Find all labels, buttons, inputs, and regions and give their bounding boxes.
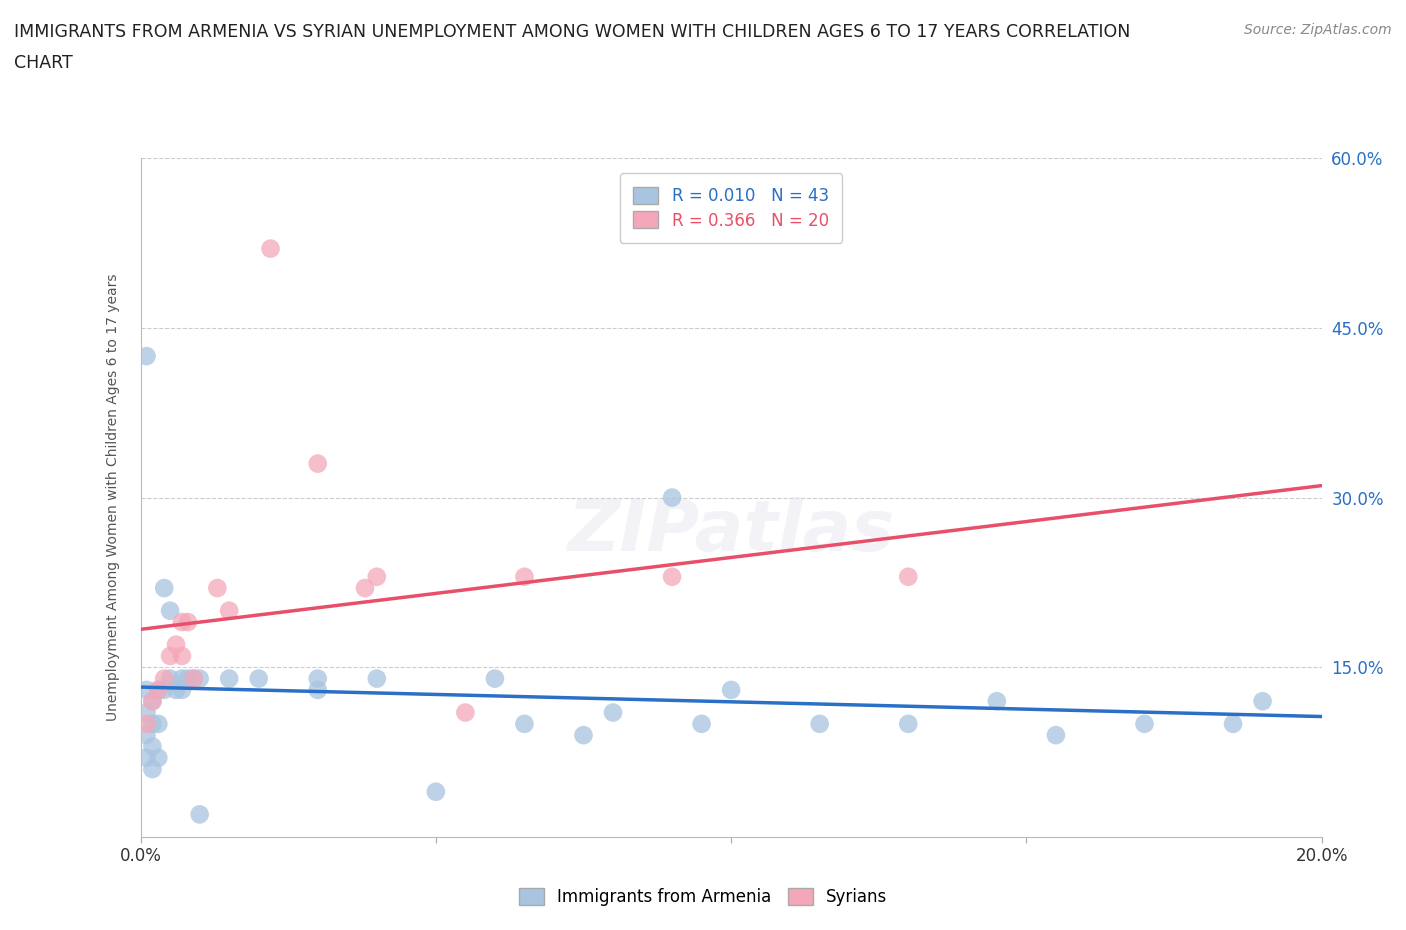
Point bbox=[425, 784, 447, 799]
Point bbox=[354, 580, 377, 595]
Point bbox=[135, 683, 157, 698]
Point bbox=[602, 705, 624, 720]
Point bbox=[153, 683, 176, 698]
Legend: Immigrants from Armenia, Syrians: Immigrants from Armenia, Syrians bbox=[512, 881, 894, 912]
Point bbox=[153, 580, 176, 595]
Point bbox=[141, 694, 163, 709]
Point bbox=[307, 671, 329, 686]
Point bbox=[188, 807, 211, 822]
Point bbox=[572, 727, 595, 742]
Point bbox=[247, 671, 270, 686]
Point bbox=[690, 716, 713, 731]
Legend: R = 0.010   N = 43, R = 0.366   N = 20: R = 0.010 N = 43, R = 0.366 N = 20 bbox=[620, 173, 842, 243]
Y-axis label: Unemployment Among Women with Children Ages 6 to 17 years: Unemployment Among Women with Children A… bbox=[105, 273, 120, 722]
Point bbox=[207, 580, 229, 595]
Point bbox=[307, 457, 329, 472]
Point bbox=[661, 569, 683, 584]
Point bbox=[159, 604, 181, 618]
Point bbox=[454, 705, 477, 720]
Point bbox=[135, 705, 157, 720]
Point bbox=[366, 671, 388, 686]
Point bbox=[897, 569, 920, 584]
Point bbox=[1133, 716, 1156, 731]
Point bbox=[148, 751, 170, 765]
Point bbox=[141, 762, 163, 777]
Point bbox=[513, 569, 536, 584]
Point bbox=[188, 671, 211, 686]
Point bbox=[135, 716, 157, 731]
Point bbox=[135, 349, 157, 364]
Point bbox=[177, 615, 200, 630]
Point bbox=[148, 683, 170, 698]
Point bbox=[159, 671, 181, 686]
Point bbox=[1045, 727, 1067, 742]
Point bbox=[165, 683, 187, 698]
Point bbox=[141, 739, 163, 754]
Point bbox=[897, 716, 920, 731]
Point bbox=[141, 694, 163, 709]
Text: IMMIGRANTS FROM ARMENIA VS SYRIAN UNEMPLOYMENT AMONG WOMEN WITH CHILDREN AGES 6 : IMMIGRANTS FROM ARMENIA VS SYRIAN UNEMPL… bbox=[14, 23, 1130, 41]
Point bbox=[170, 671, 193, 686]
Point bbox=[148, 716, 170, 731]
Point bbox=[259, 241, 281, 256]
Point bbox=[183, 671, 205, 686]
Text: Source: ZipAtlas.com: Source: ZipAtlas.com bbox=[1244, 23, 1392, 37]
Point bbox=[661, 490, 683, 505]
Point bbox=[484, 671, 506, 686]
Point bbox=[307, 683, 329, 698]
Point bbox=[366, 569, 388, 584]
Point bbox=[135, 727, 157, 742]
Point bbox=[986, 694, 1008, 709]
Point bbox=[808, 716, 831, 731]
Point bbox=[153, 671, 176, 686]
Point bbox=[170, 615, 193, 630]
Point bbox=[177, 671, 200, 686]
Point bbox=[513, 716, 536, 731]
Point bbox=[159, 648, 181, 663]
Text: ZIPatlas: ZIPatlas bbox=[568, 497, 894, 566]
Point bbox=[170, 648, 193, 663]
Point bbox=[135, 751, 157, 765]
Point bbox=[1251, 694, 1274, 709]
Point bbox=[720, 683, 742, 698]
Point bbox=[183, 671, 205, 686]
Text: CHART: CHART bbox=[14, 54, 73, 72]
Point bbox=[148, 683, 170, 698]
Point bbox=[218, 604, 240, 618]
Point bbox=[165, 637, 187, 652]
Point bbox=[170, 683, 193, 698]
Point bbox=[1222, 716, 1244, 731]
Point bbox=[141, 716, 163, 731]
Point bbox=[218, 671, 240, 686]
